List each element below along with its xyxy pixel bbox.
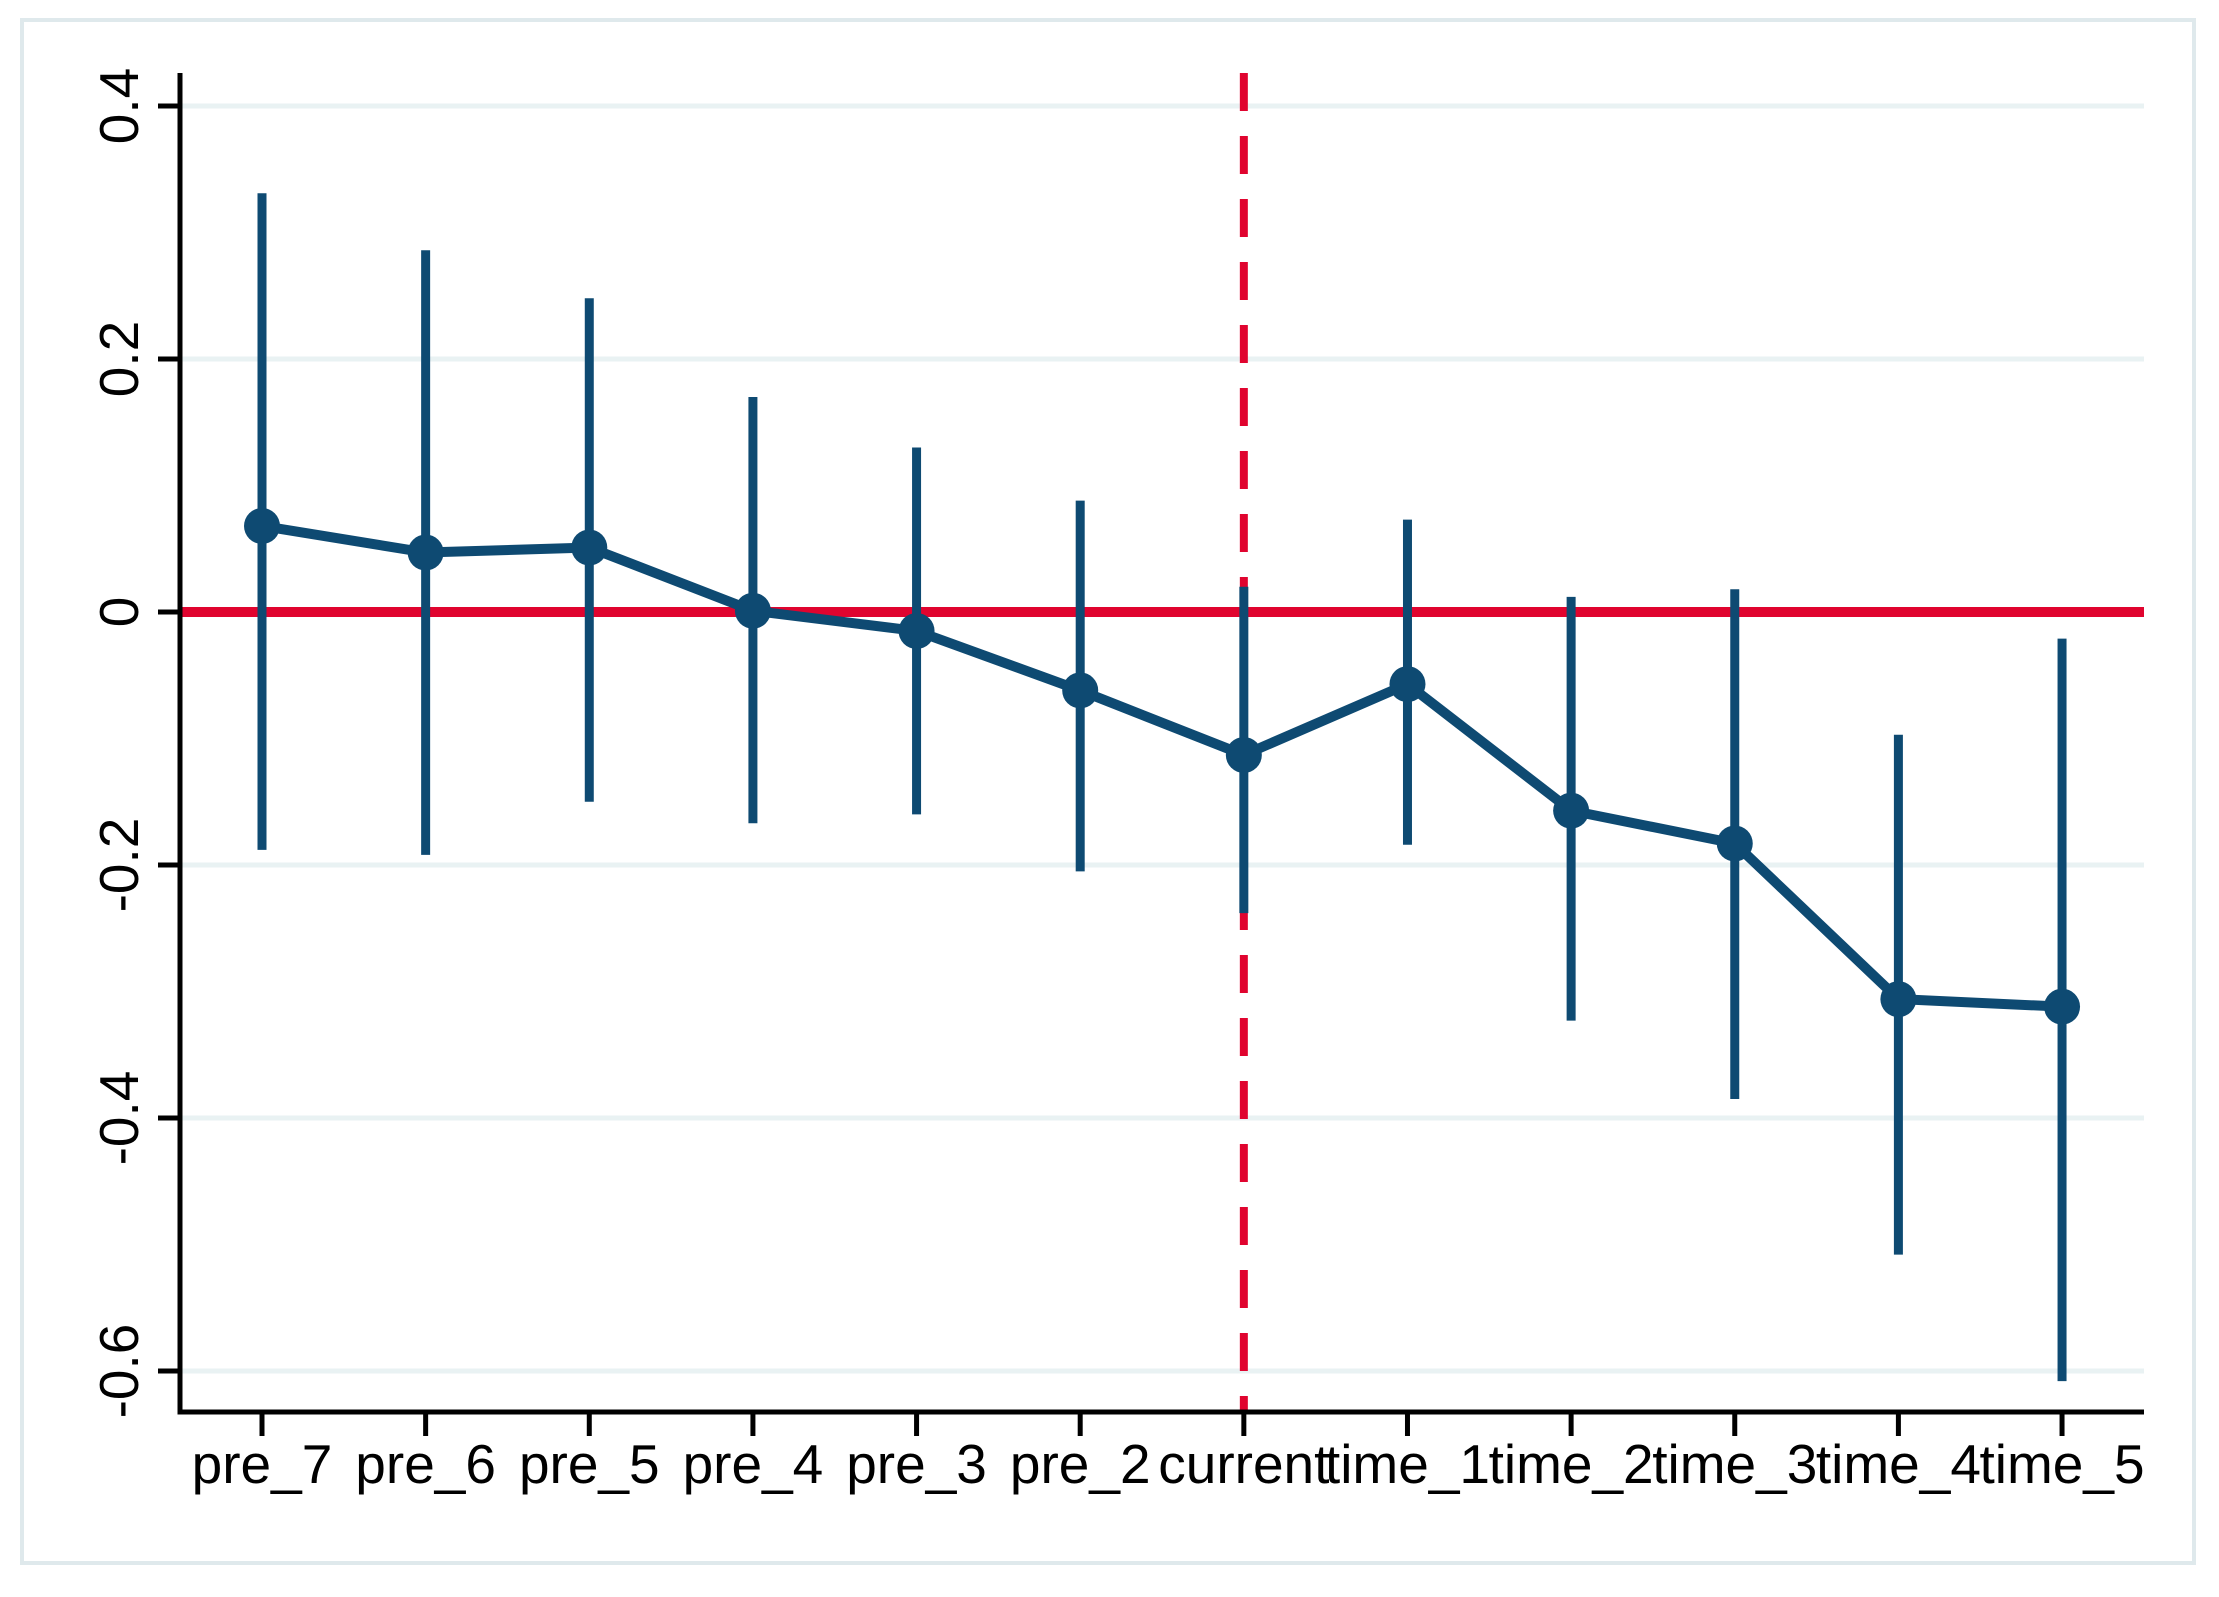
x-tick-label: current bbox=[1158, 1433, 1329, 1495]
x-tick-label: time_1 bbox=[1325, 1433, 1490, 1495]
x-tick-label: pre_4 bbox=[683, 1433, 824, 1495]
y-tick-label: -0.6 bbox=[88, 1324, 150, 1419]
estimate-marker bbox=[898, 612, 935, 649]
estimate-marker bbox=[571, 529, 608, 566]
x-tick-label: time_4 bbox=[1816, 1433, 1981, 1495]
x-tick-label: time_3 bbox=[1652, 1433, 1817, 1495]
estimate-marker bbox=[407, 534, 444, 571]
x-tick-label: time_2 bbox=[1489, 1433, 1654, 1495]
figure-border-frame bbox=[20, 18, 2196, 1565]
estimate-marker bbox=[1225, 736, 1262, 773]
estimate-line bbox=[261, 521, 2063, 1012]
estimate-marker bbox=[734, 592, 771, 629]
estimate-marker bbox=[1716, 825, 1753, 862]
y-tick-label: 0.4 bbox=[88, 68, 150, 144]
x-tick-label: pre_5 bbox=[519, 1433, 660, 1495]
x-tick-label: pre_7 bbox=[192, 1433, 333, 1495]
estimate-marker bbox=[1880, 981, 1917, 1018]
x-tick-label: pre_3 bbox=[846, 1433, 987, 1495]
y-tick-label: 0 bbox=[88, 597, 150, 628]
y-tick-label: 0.2 bbox=[88, 321, 150, 397]
estimate-marker bbox=[244, 507, 280, 544]
y-tick-label: -0.4 bbox=[88, 1071, 150, 1166]
x-tick-label: pre_6 bbox=[355, 1433, 496, 1495]
x-tick-label: pre_2 bbox=[1010, 1433, 1151, 1495]
estimate-marker bbox=[1389, 666, 1426, 703]
y-tick-label: -0.2 bbox=[88, 818, 150, 913]
estimate-marker bbox=[1062, 672, 1099, 709]
estimate-marker bbox=[1553, 792, 1590, 829]
estimate-marker bbox=[2044, 988, 2081, 1025]
x-tick-label: time_5 bbox=[1979, 1433, 2144, 1495]
